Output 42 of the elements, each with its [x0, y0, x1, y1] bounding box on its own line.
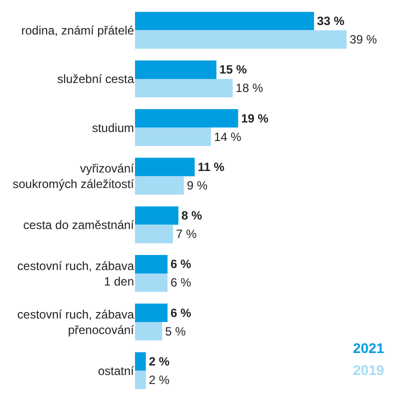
bar	[135, 304, 168, 322]
data-label: 11 %	[198, 160, 225, 174]
bar	[135, 109, 238, 128]
data-label: 39 %	[350, 32, 378, 47]
data-label: 6 %	[170, 257, 192, 272]
y-tick-label: vyřizování soukromých záležitostí	[12, 162, 135, 192]
data-label: 6 %	[170, 306, 192, 320]
bar	[135, 273, 168, 292]
y-tick-label: studium	[92, 120, 134, 135]
data-label: 2 %	[148, 372, 170, 387]
data-label: 33 %	[317, 14, 345, 28]
y-tick-label: cestovní ruch, zábava 1 den	[17, 258, 134, 288]
bar	[135, 206, 178, 225]
bar	[135, 254, 168, 274]
y-tick-label: rodina, známí přátelé	[21, 24, 134, 38]
bar	[135, 78, 233, 98]
bar	[135, 370, 146, 390]
bar	[135, 322, 162, 341]
bar	[135, 60, 216, 79]
text: 2021	[353, 340, 384, 356]
data-label: 14 %	[214, 130, 242, 144]
bar	[135, 128, 211, 146]
data-label: 15 %	[219, 62, 248, 77]
text: 2019	[353, 362, 384, 378]
bar	[135, 224, 173, 244]
data-label: 19 %	[241, 111, 269, 126]
y-tick-label: ostatní	[98, 364, 135, 378]
data-label: 7 %	[176, 227, 197, 242]
bar	[135, 176, 184, 195]
data-label: 9 %	[186, 178, 208, 192]
bar	[135, 12, 314, 30]
data-label: 6 %	[170, 276, 192, 290]
bar	[135, 352, 146, 371]
y-tick-label: služební cesta	[57, 72, 134, 86]
data-label: 2 %	[148, 354, 170, 368]
y-tick-label: cestovní ruch, zábava přenocování	[17, 307, 135, 338]
data-label: 5 %	[165, 324, 186, 338]
data-label: 18 %	[236, 81, 264, 96]
bar	[135, 30, 347, 49]
y-tick-label: cesta do zaměstnání	[23, 218, 135, 232]
data-label: 8 %	[181, 208, 202, 223]
bar	[135, 158, 195, 176]
